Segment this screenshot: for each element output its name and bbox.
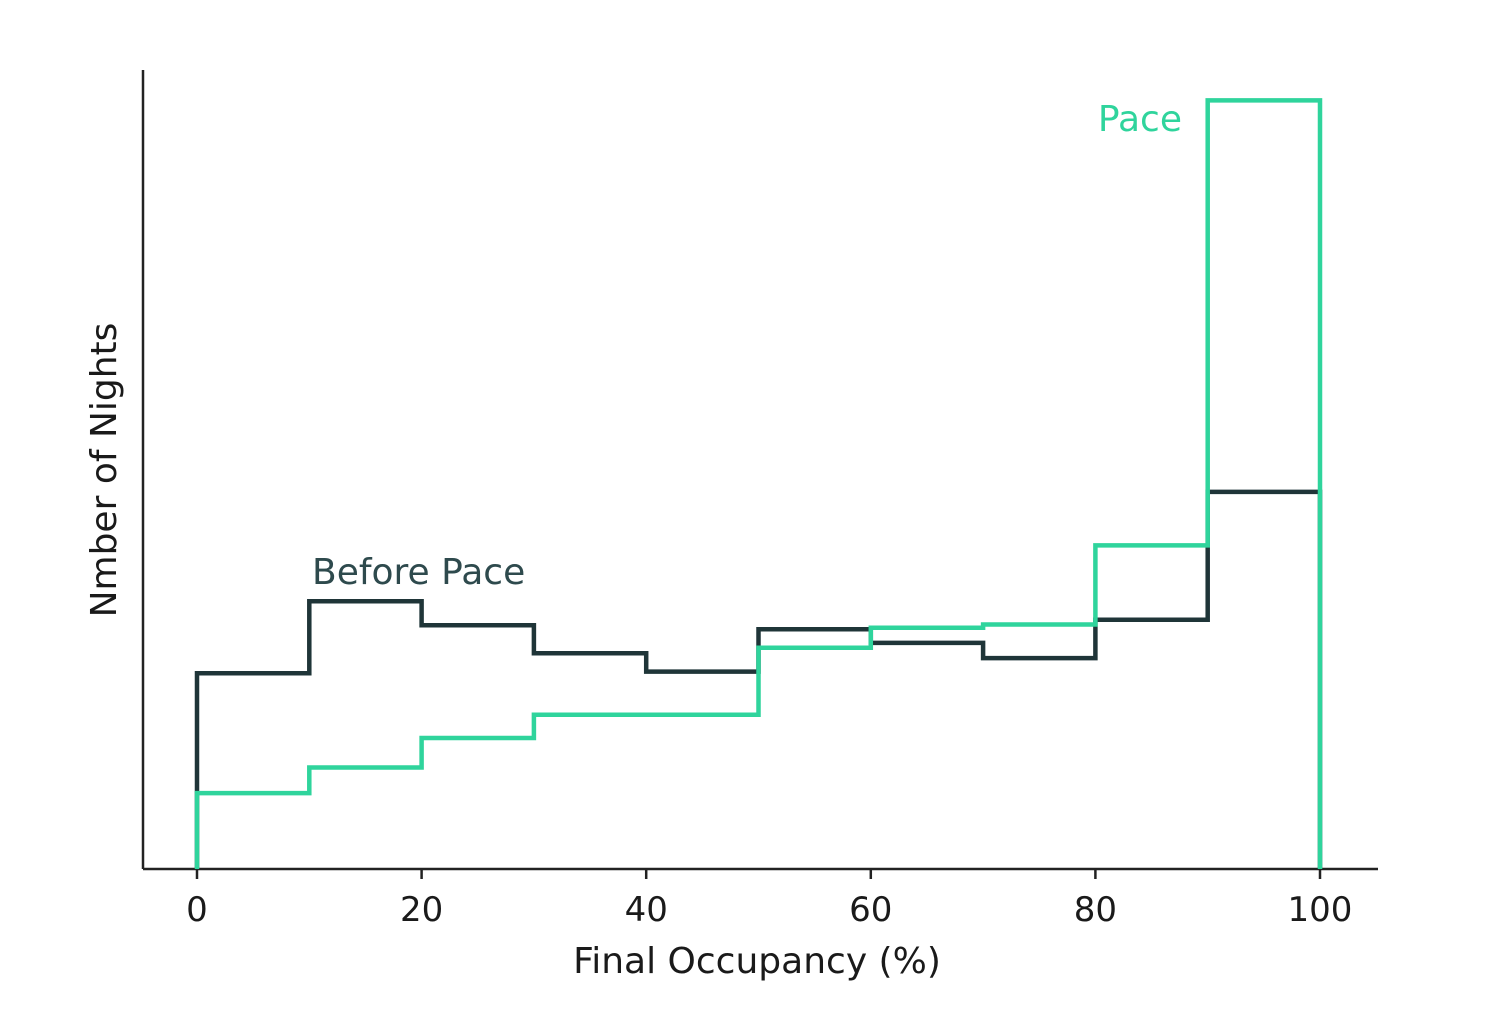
x-tick-label: 80 [1074, 890, 1117, 930]
x-tick-label: 0 [186, 890, 208, 930]
series-label-pace: Pace [1098, 99, 1182, 140]
x-tick-label: 20 [400, 890, 443, 930]
series-label-before-pace: Before Pace [312, 552, 525, 593]
y-axis-title: Nmber of Nights [84, 323, 125, 618]
labels-layer: Final Occupancy (%) Nmber of Nights Befo… [84, 99, 1182, 982]
x-tick-label: 60 [849, 890, 892, 930]
series-step-pace [194, 98, 1323, 869]
x-tick-label: 40 [625, 890, 668, 930]
x-tick-label: 100 [1288, 890, 1353, 930]
series-layer [194, 98, 1323, 869]
axes [141, 70, 1378, 871]
x-ticks: 0 20 40 60 80 100 [186, 869, 1352, 930]
x-axis-title: Final Occupancy (%) [573, 941, 941, 982]
